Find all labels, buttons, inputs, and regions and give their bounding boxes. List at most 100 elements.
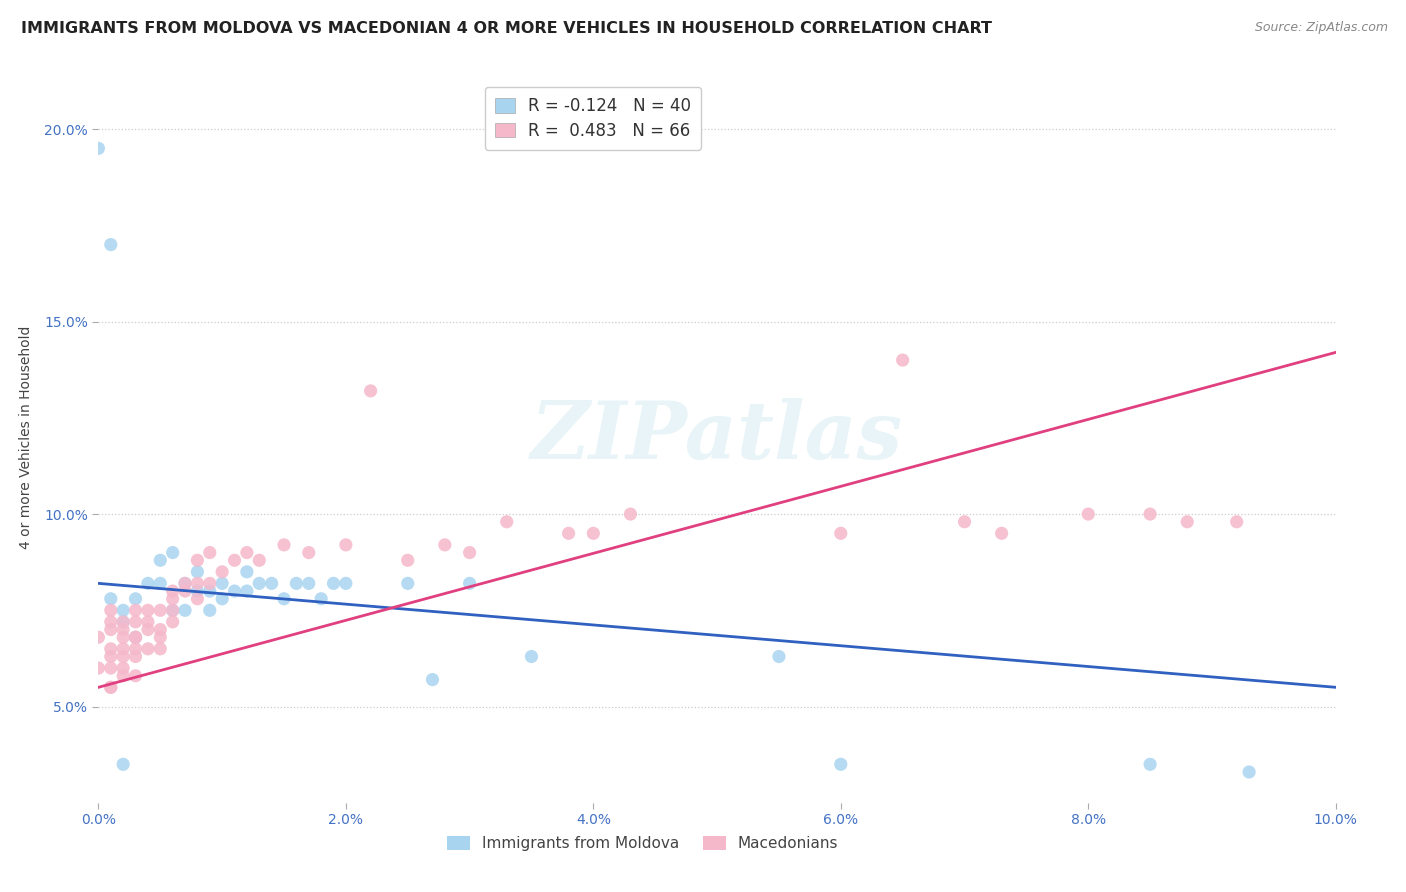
Point xyxy=(582,526,605,541)
Point xyxy=(495,515,517,529)
Point xyxy=(458,576,481,591)
Point xyxy=(112,661,135,675)
Point xyxy=(136,576,159,591)
Text: IMMIGRANTS FROM MOLDOVA VS MACEDONIAN 4 OR MORE VEHICLES IN HOUSEHOLD CORRELATIO: IMMIGRANTS FROM MOLDOVA VS MACEDONIAN 4 … xyxy=(21,21,993,37)
Point xyxy=(174,576,197,591)
Point xyxy=(112,615,135,629)
Legend: Immigrants from Moldova, Macedonians: Immigrants from Moldova, Macedonians xyxy=(441,830,845,857)
Point xyxy=(186,591,208,606)
Point xyxy=(162,584,184,599)
Point xyxy=(458,545,481,559)
Point xyxy=(198,576,221,591)
Point xyxy=(260,576,283,591)
Point xyxy=(236,565,259,579)
Point xyxy=(247,576,270,591)
Point xyxy=(162,603,184,617)
Point xyxy=(162,591,184,606)
Point xyxy=(891,353,914,368)
Point xyxy=(124,630,146,644)
Point xyxy=(162,615,184,629)
Point xyxy=(1139,507,1161,521)
Point xyxy=(112,649,135,664)
Point xyxy=(100,681,122,695)
Point xyxy=(87,141,110,155)
Point xyxy=(136,641,159,656)
Point xyxy=(322,576,344,591)
Point xyxy=(768,649,790,664)
Point xyxy=(830,526,852,541)
Point xyxy=(100,615,122,629)
Point xyxy=(149,630,172,644)
Point xyxy=(112,630,135,644)
Point xyxy=(174,576,197,591)
Point xyxy=(198,603,221,617)
Point xyxy=(309,591,332,606)
Point xyxy=(990,526,1012,541)
Text: Source: ZipAtlas.com: Source: ZipAtlas.com xyxy=(1254,21,1388,35)
Y-axis label: 4 or more Vehicles in Household: 4 or more Vehicles in Household xyxy=(20,326,32,549)
Point xyxy=(87,630,110,644)
Point xyxy=(186,553,208,567)
Point xyxy=(174,584,197,599)
Point xyxy=(186,576,208,591)
Point xyxy=(149,641,172,656)
Point xyxy=(273,538,295,552)
Point xyxy=(211,565,233,579)
Point xyxy=(298,576,321,591)
Point xyxy=(224,553,246,567)
Point xyxy=(211,576,233,591)
Point xyxy=(422,673,444,687)
Point xyxy=(198,584,221,599)
Point xyxy=(247,553,270,567)
Point xyxy=(186,565,208,579)
Point xyxy=(520,649,543,664)
Point xyxy=(100,237,122,252)
Point xyxy=(396,553,419,567)
Point xyxy=(124,591,146,606)
Point xyxy=(124,669,146,683)
Point xyxy=(136,615,159,629)
Point xyxy=(236,545,259,559)
Point xyxy=(100,641,122,656)
Point xyxy=(360,384,382,398)
Point xyxy=(112,615,135,629)
Point xyxy=(87,661,110,675)
Point xyxy=(100,591,122,606)
Point xyxy=(335,538,357,552)
Point xyxy=(236,584,259,599)
Point xyxy=(1077,507,1099,521)
Point xyxy=(619,507,641,521)
Point xyxy=(224,584,246,599)
Point xyxy=(124,641,146,656)
Point xyxy=(149,553,172,567)
Point xyxy=(100,681,122,695)
Point xyxy=(557,526,579,541)
Point xyxy=(1139,757,1161,772)
Point xyxy=(112,623,135,637)
Point xyxy=(149,623,172,637)
Point xyxy=(112,757,135,772)
Point xyxy=(124,603,146,617)
Point xyxy=(124,630,146,644)
Point xyxy=(298,545,321,559)
Point xyxy=(100,661,122,675)
Point xyxy=(124,630,146,644)
Point xyxy=(112,641,135,656)
Point xyxy=(136,623,159,637)
Point xyxy=(149,603,172,617)
Point xyxy=(100,603,122,617)
Point xyxy=(162,603,184,617)
Point xyxy=(162,545,184,559)
Point xyxy=(273,591,295,606)
Point xyxy=(830,757,852,772)
Point xyxy=(953,515,976,529)
Point xyxy=(149,576,172,591)
Point xyxy=(136,603,159,617)
Point xyxy=(285,576,308,591)
Point xyxy=(1237,764,1260,779)
Point xyxy=(100,623,122,637)
Point xyxy=(396,576,419,591)
Point xyxy=(433,538,456,552)
Point xyxy=(100,649,122,664)
Point xyxy=(211,591,233,606)
